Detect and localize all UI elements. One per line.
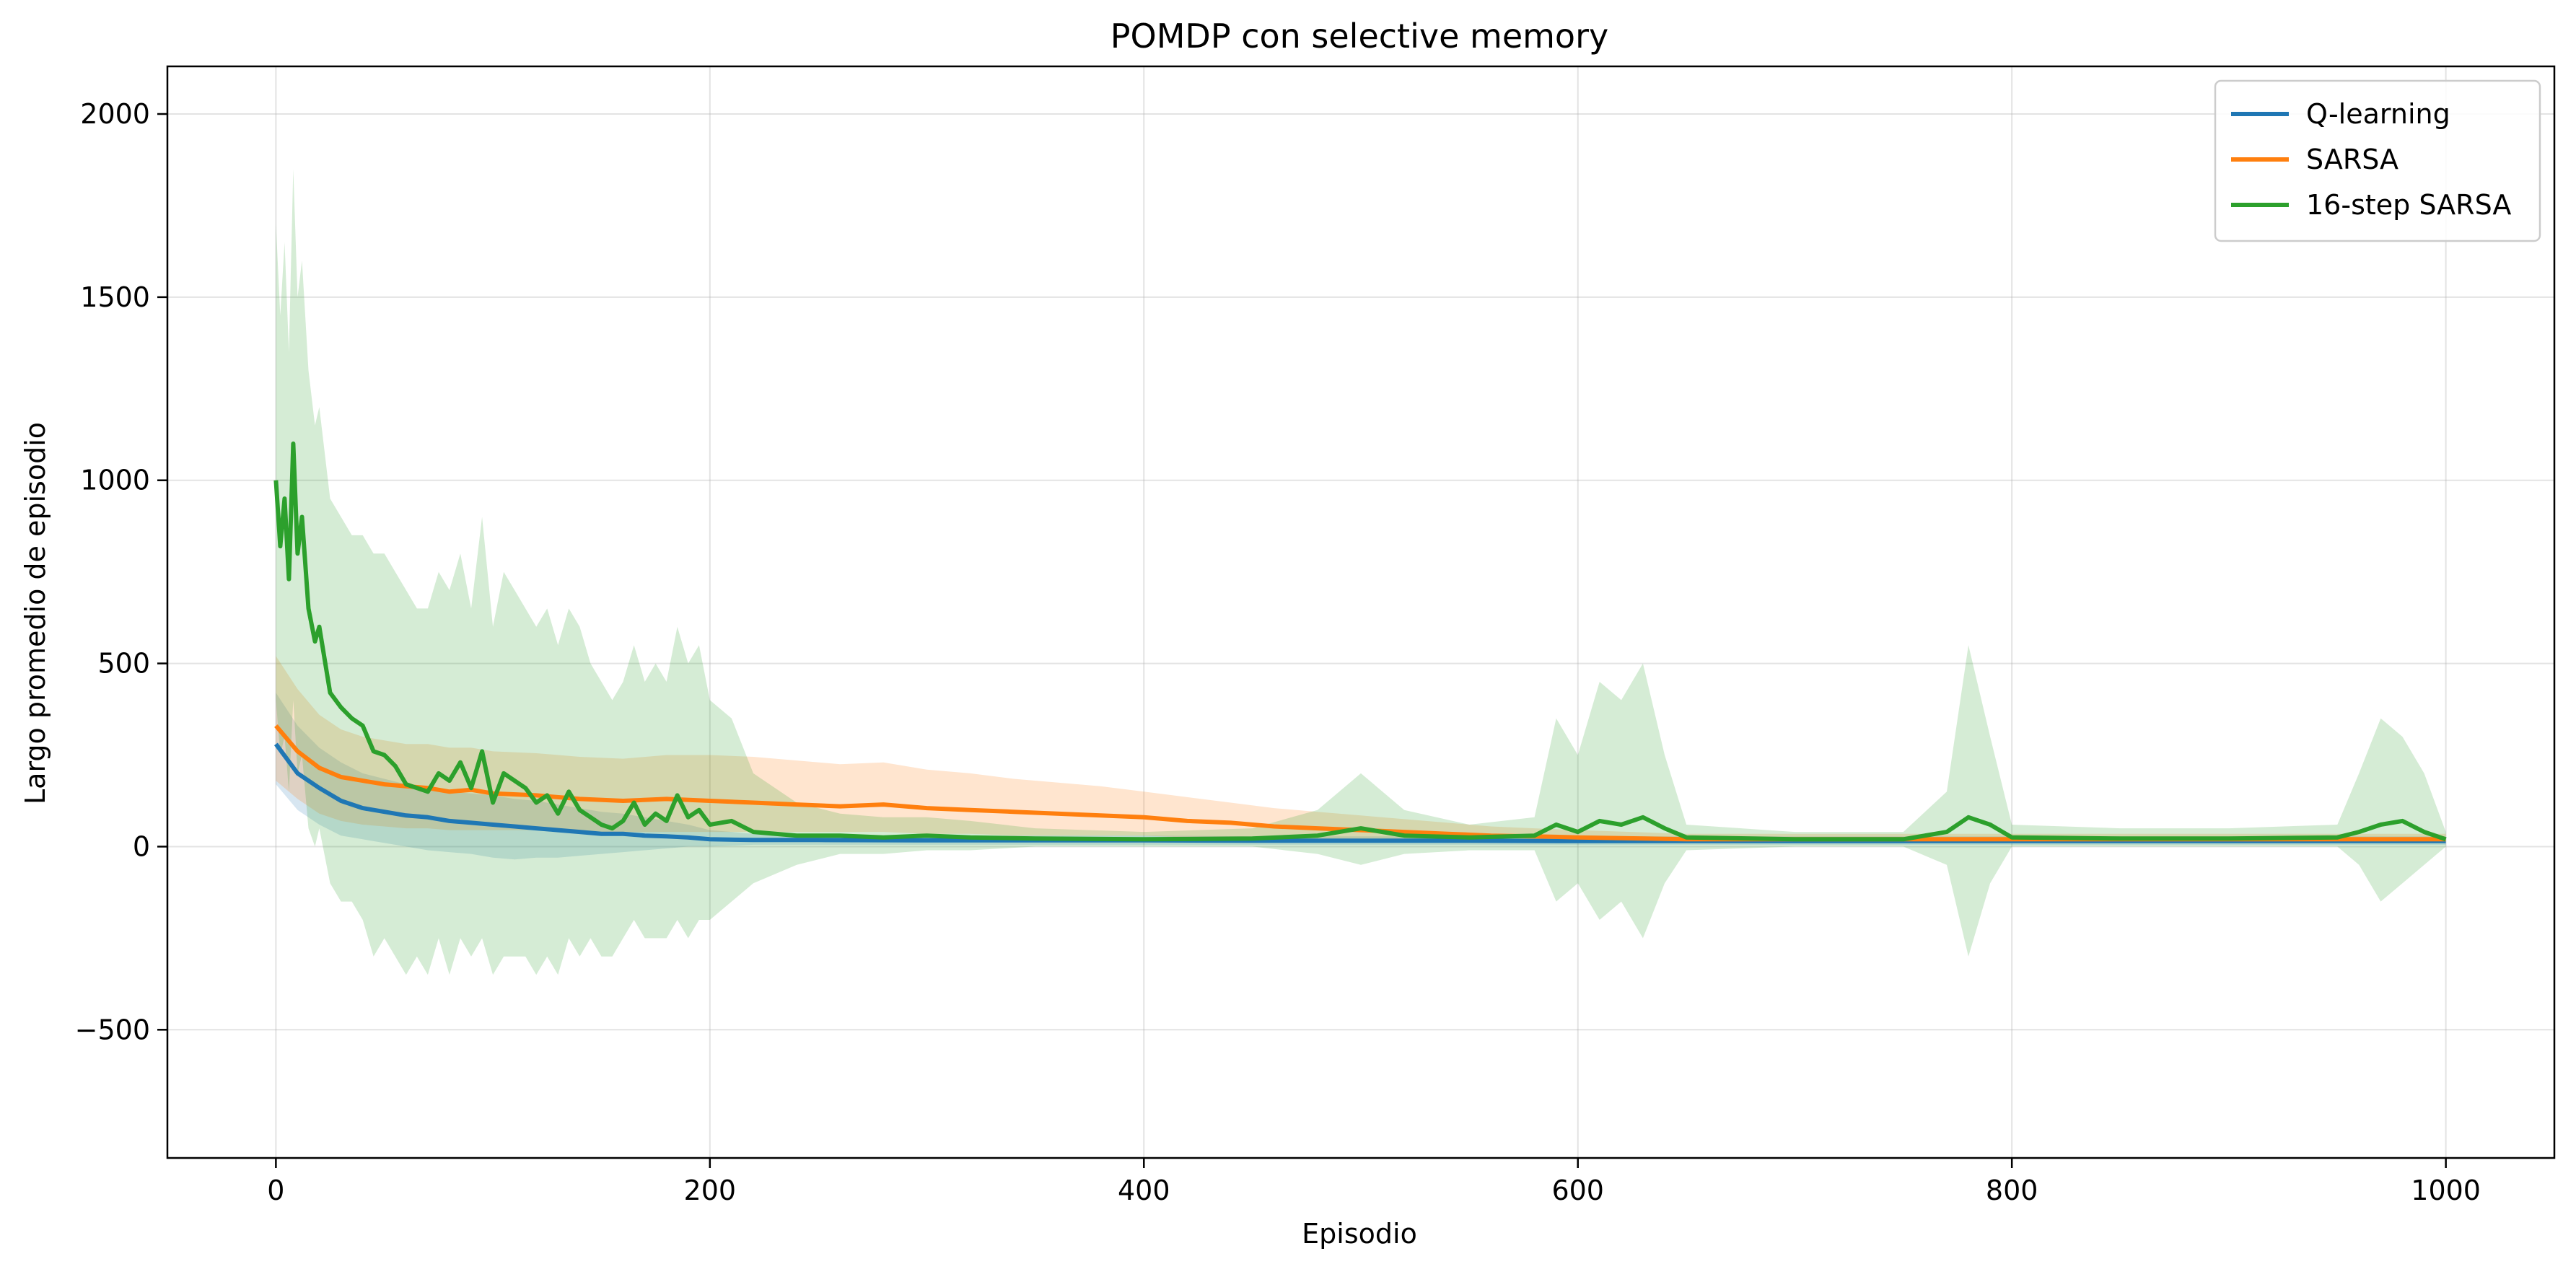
band-16-step-sarsa <box>276 169 2446 975</box>
line-16-step-sarsa <box>273 441 2447 842</box>
x-tick-label: 1000 <box>2411 1175 2481 1206</box>
y-tick-label: 500 <box>97 648 150 680</box>
band-sarsa <box>276 656 2446 843</box>
legend-label-16-step-sarsa: 16-step SARSA <box>2306 189 2511 221</box>
series-lines <box>273 441 2447 843</box>
x-tick-label: 0 <box>267 1175 284 1206</box>
x-axis-label: Episodio <box>1302 1218 1417 1250</box>
chart-title: POMDP con selective memory <box>1110 17 1608 56</box>
legend-box <box>2214 79 2541 242</box>
legend-label-sarsa: SARSA <box>2306 144 2398 175</box>
plot-frame <box>166 65 2556 1159</box>
y-tick-label: 2000 <box>80 98 150 130</box>
y-tick-label: 0 <box>133 830 150 862</box>
legend-label-q-learning: Q-learning <box>2306 98 2450 130</box>
legend: Q-learning SARSA 16-step SARSA <box>2214 79 2541 242</box>
x-tick-label: 800 <box>1986 1175 2038 1206</box>
x-tick-label: 200 <box>684 1175 737 1206</box>
y-tick-label: 1500 <box>80 281 150 313</box>
y-tick-label: 1000 <box>80 465 150 496</box>
y-axis-label: Largo promedio de episodio <box>19 422 51 804</box>
x-tick-label: 400 <box>1118 1175 1170 1206</box>
x-tick-label: 600 <box>1551 1175 1604 1206</box>
grid <box>167 66 2554 1158</box>
y-tick-label: −500 <box>75 1014 150 1045</box>
axis-ticks: 0 200 400 600 800 1000 −500 0 500 1000 1500 2000 <box>75 98 2481 1206</box>
